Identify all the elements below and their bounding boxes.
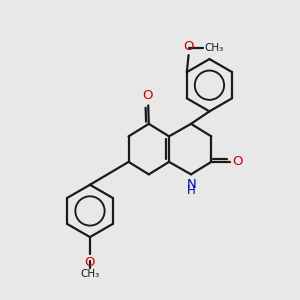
Text: O: O	[85, 256, 95, 269]
Text: N: N	[187, 178, 196, 191]
Text: O: O	[184, 40, 194, 53]
Text: CH₃: CH₃	[80, 268, 100, 279]
Text: H: H	[187, 184, 196, 197]
Text: O: O	[232, 155, 243, 168]
Text: O: O	[142, 89, 153, 102]
Text: CH₃: CH₃	[205, 43, 224, 53]
